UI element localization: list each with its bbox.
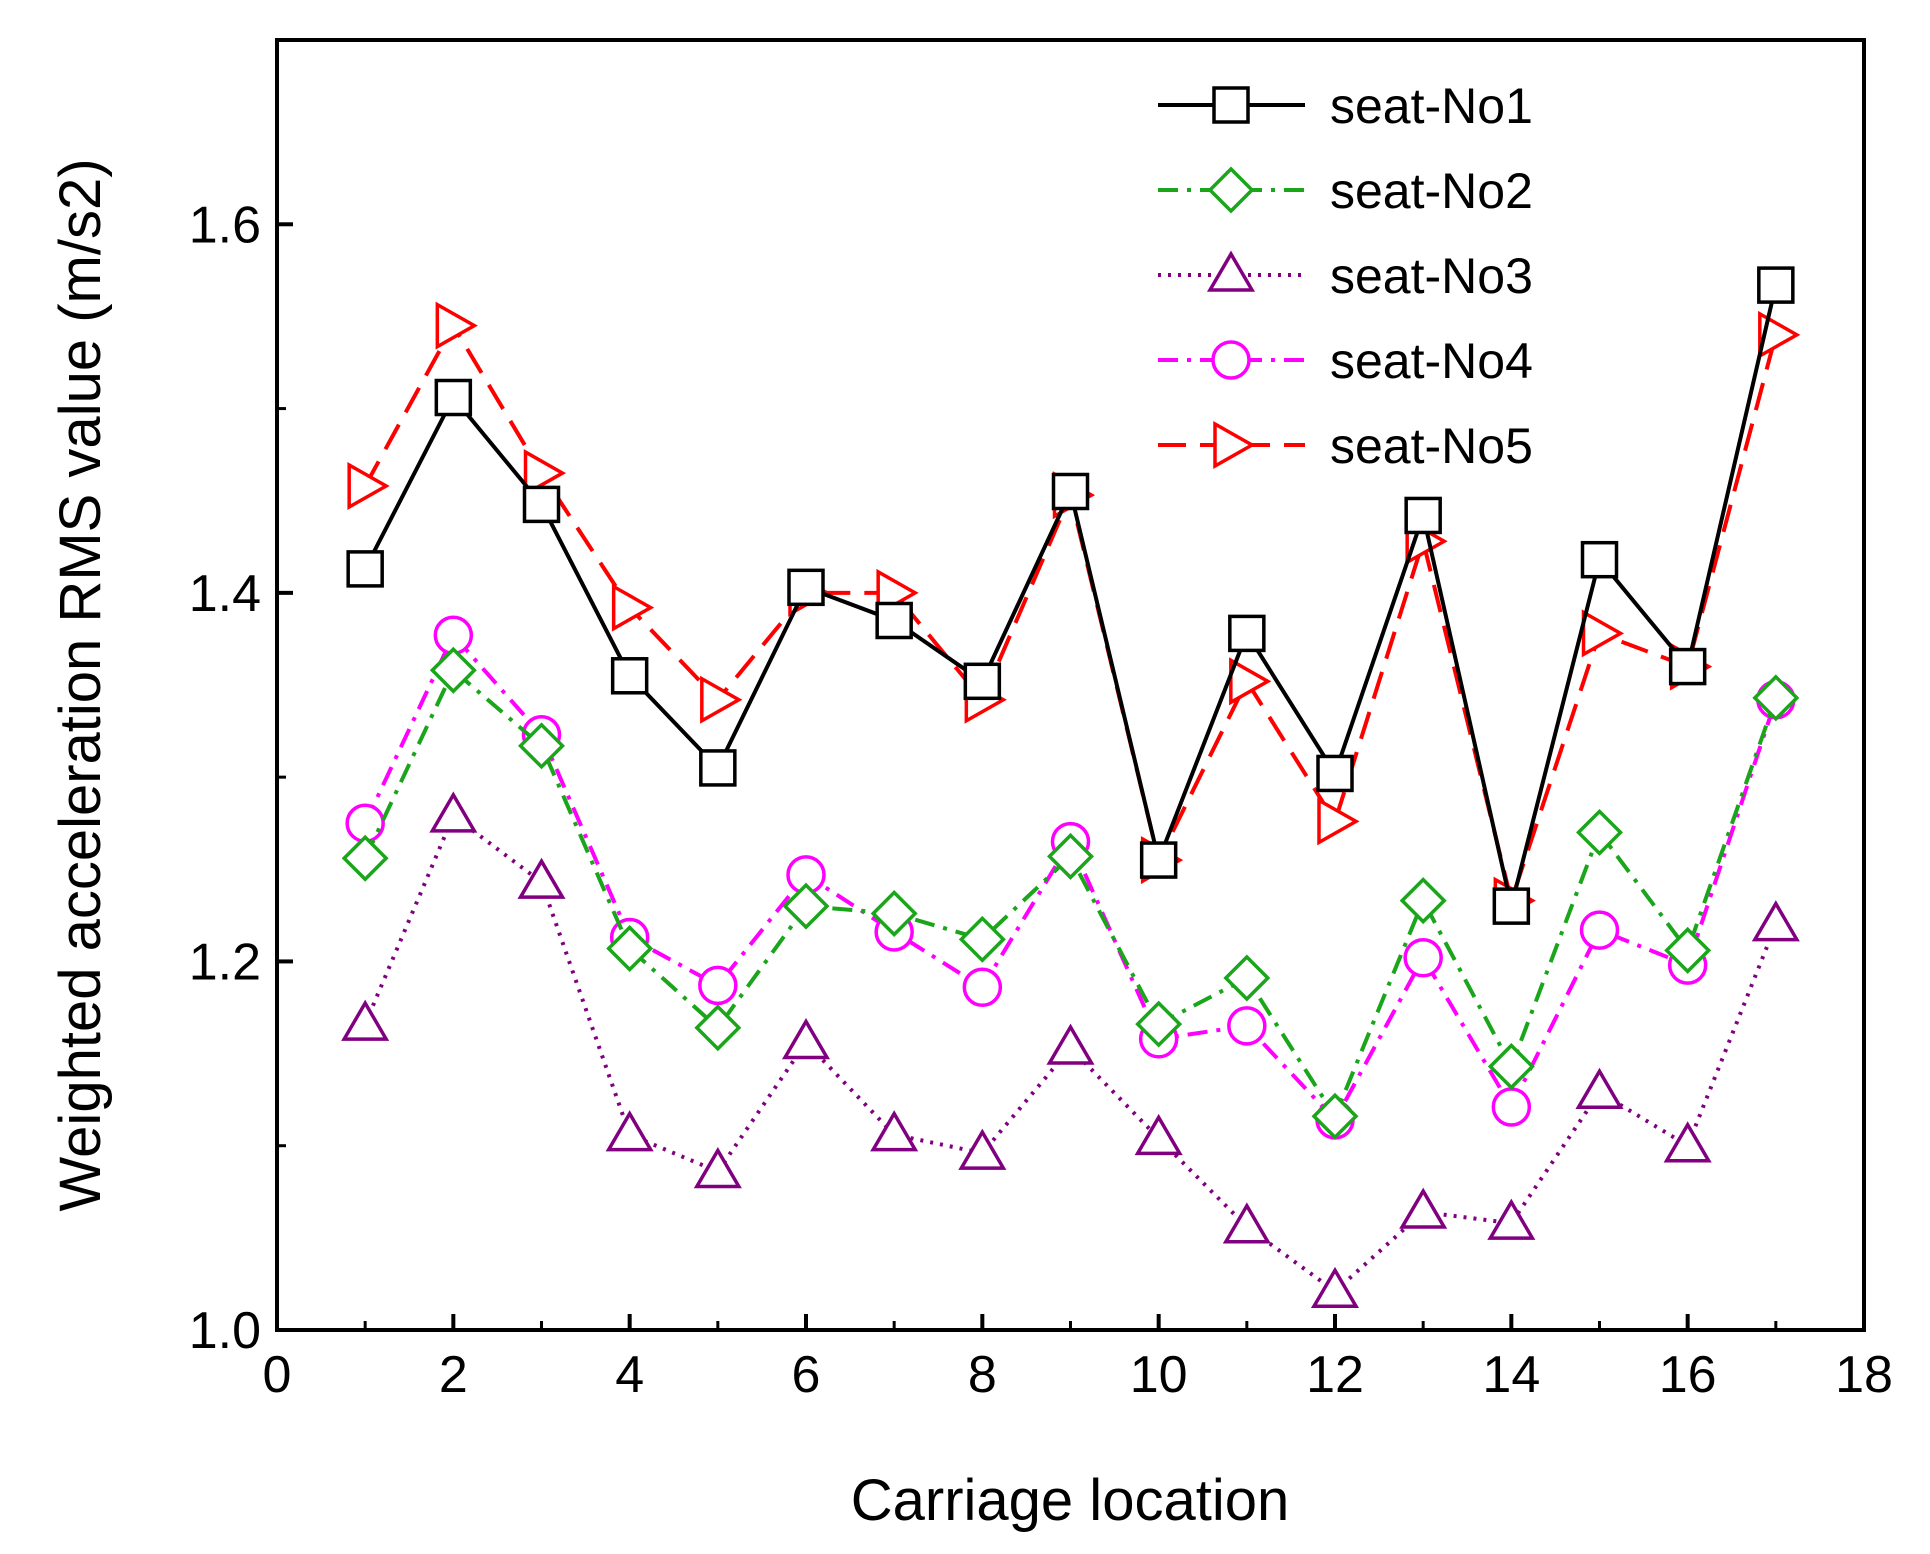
seat-no2-point [782, 882, 830, 930]
seat-no1-point [1757, 266, 1795, 304]
seat-no2-point [606, 925, 654, 973]
y-tick-label: 1.2 [189, 933, 261, 991]
seat-no3-point [781, 1018, 831, 1060]
seat-no3-point [1575, 1067, 1624, 1110]
x-tick-label: 6 [792, 1346, 821, 1404]
seat-no4-point [1403, 937, 1443, 978]
legend-label-seat-no4: seat-No4 [1330, 333, 1533, 389]
seat-no1-point [787, 568, 825, 607]
seat-no3-point [517, 857, 566, 899]
seat-no5-point [1581, 609, 1625, 658]
y-tick-label: 1.6 [189, 196, 261, 254]
seat-no1-point [1316, 754, 1354, 793]
y-axis-title: Weighted acceleration RMS value (m/s2) [48, 158, 113, 1211]
legend-label-seat-no5: seat-No5 [1330, 418, 1533, 474]
seat-no1-point [1580, 540, 1619, 579]
seat-no3-point [1751, 900, 1800, 942]
seat-no2-point [1223, 954, 1271, 1002]
x-tick-label: 18 [1835, 1346, 1893, 1404]
seat-no2-point [1399, 877, 1447, 925]
seat-no2-point [870, 890, 918, 937]
legend-marker-seat-no4 [1211, 340, 1251, 380]
seat-no1-point [699, 749, 737, 787]
seat-no2-point [1487, 1042, 1535, 1090]
plot-frame [275, 38, 1866, 1332]
seat-no3-point [605, 1110, 654, 1152]
seat-no1-point [434, 378, 473, 417]
seat-no5-point [347, 461, 390, 510]
seat-no1-point [1668, 647, 1707, 686]
seat-no5-point [611, 583, 655, 632]
seat-no1-point [1404, 496, 1442, 535]
seat-no4-point [1227, 1006, 1267, 1046]
legend-marker-seat-no2 [1207, 166, 1255, 214]
y-tick-label: 1.4 [189, 565, 261, 623]
seat-no1-point [875, 601, 913, 640]
x-tick-label: 14 [1482, 1346, 1540, 1404]
seat-no4-point [1579, 910, 1620, 950]
seat-no1-point [1051, 472, 1090, 511]
seat-no2-point [1664, 926, 1712, 974]
seat-no5-point [700, 675, 743, 724]
seat-no3-point [1046, 1023, 1095, 1065]
seat-no2-point [1576, 808, 1623, 856]
seat-no5-point [1229, 657, 1272, 706]
x-axis: 0 2 4 6 8 10 12 14 16 18 [263, 1314, 1893, 1404]
seat-no5-point [1758, 310, 1801, 359]
seat-no4-point [698, 965, 738, 1006]
x-tick-label: 10 [1130, 1346, 1188, 1404]
seat-no3-point [1310, 1266, 1360, 1309]
seat-no5-point [523, 449, 567, 498]
seat-no3-point [958, 1128, 1007, 1170]
x-axis-title: Carriage location [851, 1468, 1289, 1533]
seat-no2-point [694, 1004, 742, 1052]
seat-no1-point [963, 662, 1002, 701]
seat-no3-point [1222, 1202, 1271, 1244]
seat-no1-point [522, 485, 561, 524]
legend-label-seat-no3: seat-No3 [1330, 248, 1533, 304]
seat-no1-point [1228, 614, 1266, 653]
seat-no4-point [962, 967, 1003, 1007]
seat-no5-point [1317, 797, 1360, 846]
x-tick-label: 8 [968, 1346, 997, 1404]
seat-no2-point [958, 915, 1006, 963]
legend-label-seat-no2: seat-No2 [1330, 163, 1533, 219]
x-tick-label: 12 [1306, 1346, 1364, 1404]
seat-no3-point [693, 1147, 742, 1189]
x-tick-label: 16 [1659, 1346, 1717, 1404]
seat-no2-point [1135, 1000, 1183, 1048]
seat-no2-line [363, 668, 1778, 1119]
x-tick-label: 4 [615, 1346, 644, 1404]
legend-label-seat-no1: seat-No1 [1330, 78, 1533, 134]
seat-no2-point [429, 646, 477, 694]
legend-marker-seat-no1 [1212, 86, 1250, 124]
seat-no1-point [1139, 841, 1178, 879]
seat-no2-point [1311, 1092, 1359, 1140]
legend: seat-No1 seat-No2 seat-No3 seat-No4 seat-No5 [1158, 78, 1533, 474]
seat-no2-point [1752, 674, 1800, 722]
seat-no3-point [1399, 1187, 1448, 1229]
seat-no1-point [1492, 887, 1531, 925]
legend-marker-seat-no5 [1213, 420, 1256, 470]
seat-no2-point [518, 722, 565, 770]
series-layer [341, 266, 1801, 1309]
seat-no2-point [1047, 832, 1094, 880]
seat-no3-point [429, 791, 478, 833]
seat-no1-point [346, 550, 384, 588]
seat-no5-point [435, 301, 478, 350]
legend-marker-seat-no3 [1206, 250, 1256, 292]
x-tick-label: 2 [439, 1346, 468, 1404]
seat-no3-point [1134, 1113, 1183, 1156]
y-axis: 1.0 1.2 1.4 1.6 [189, 196, 293, 1360]
seat-no1-point [610, 657, 649, 695]
y-tick-label: 1.0 [189, 1302, 261, 1360]
seat-no2-point [341, 834, 389, 882]
seat-no4-point [1491, 1087, 1532, 1127]
seat-no3-point [870, 1110, 919, 1152]
x-tick-label: 0 [263, 1346, 292, 1404]
seat-no3-point [341, 999, 390, 1041]
seat-no3-point [1663, 1121, 1712, 1163]
seat-no3-point [1487, 1198, 1536, 1240]
